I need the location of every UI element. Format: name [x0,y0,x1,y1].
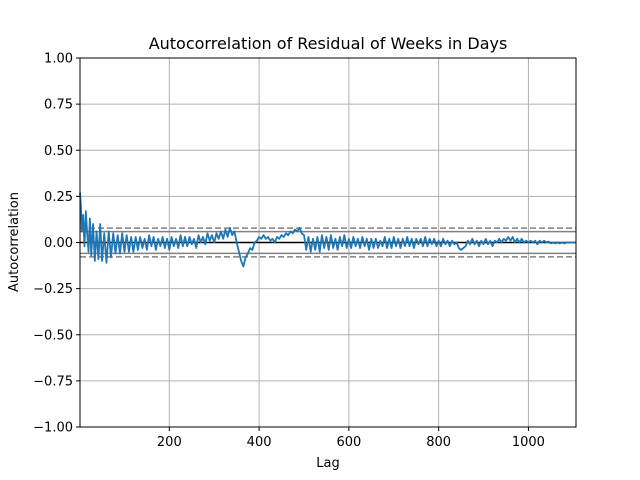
x-axis-label: Lag [316,456,339,471]
y-axis-label: Autocorrelation [7,192,22,292]
autocorrelation-line [79,192,576,268]
y-tick-label: 0.25 [44,190,73,205]
x-tick-label: 400 [247,435,272,450]
y-axis-ticks: −1.00 −0.75 −0.50 −0.25 0.00 0.25 0.50 0.75 1.00 [33,52,80,436]
y-tick-label: −0.75 [33,374,73,389]
y-tick-label: −0.25 [33,282,73,297]
x-axis-ticks: 200 400 600 800 1000 [157,427,545,450]
series-layer [79,192,576,268]
x-tick-label: 800 [426,435,451,450]
y-tick-label: 0.50 [44,144,73,159]
y-tick-label: 0.75 [44,98,73,113]
y-tick-label: 0.00 [44,236,73,251]
x-tick-label: 200 [157,435,182,450]
y-tick-label: −0.50 [33,328,73,343]
x-tick-label: 1000 [512,435,545,450]
chart-title: Autocorrelation of Residual of Weeks in … [149,34,508,53]
y-tick-label: 1.00 [44,52,73,67]
y-tick-label: −1.00 [33,421,73,436]
x-tick-label: 600 [336,435,361,450]
